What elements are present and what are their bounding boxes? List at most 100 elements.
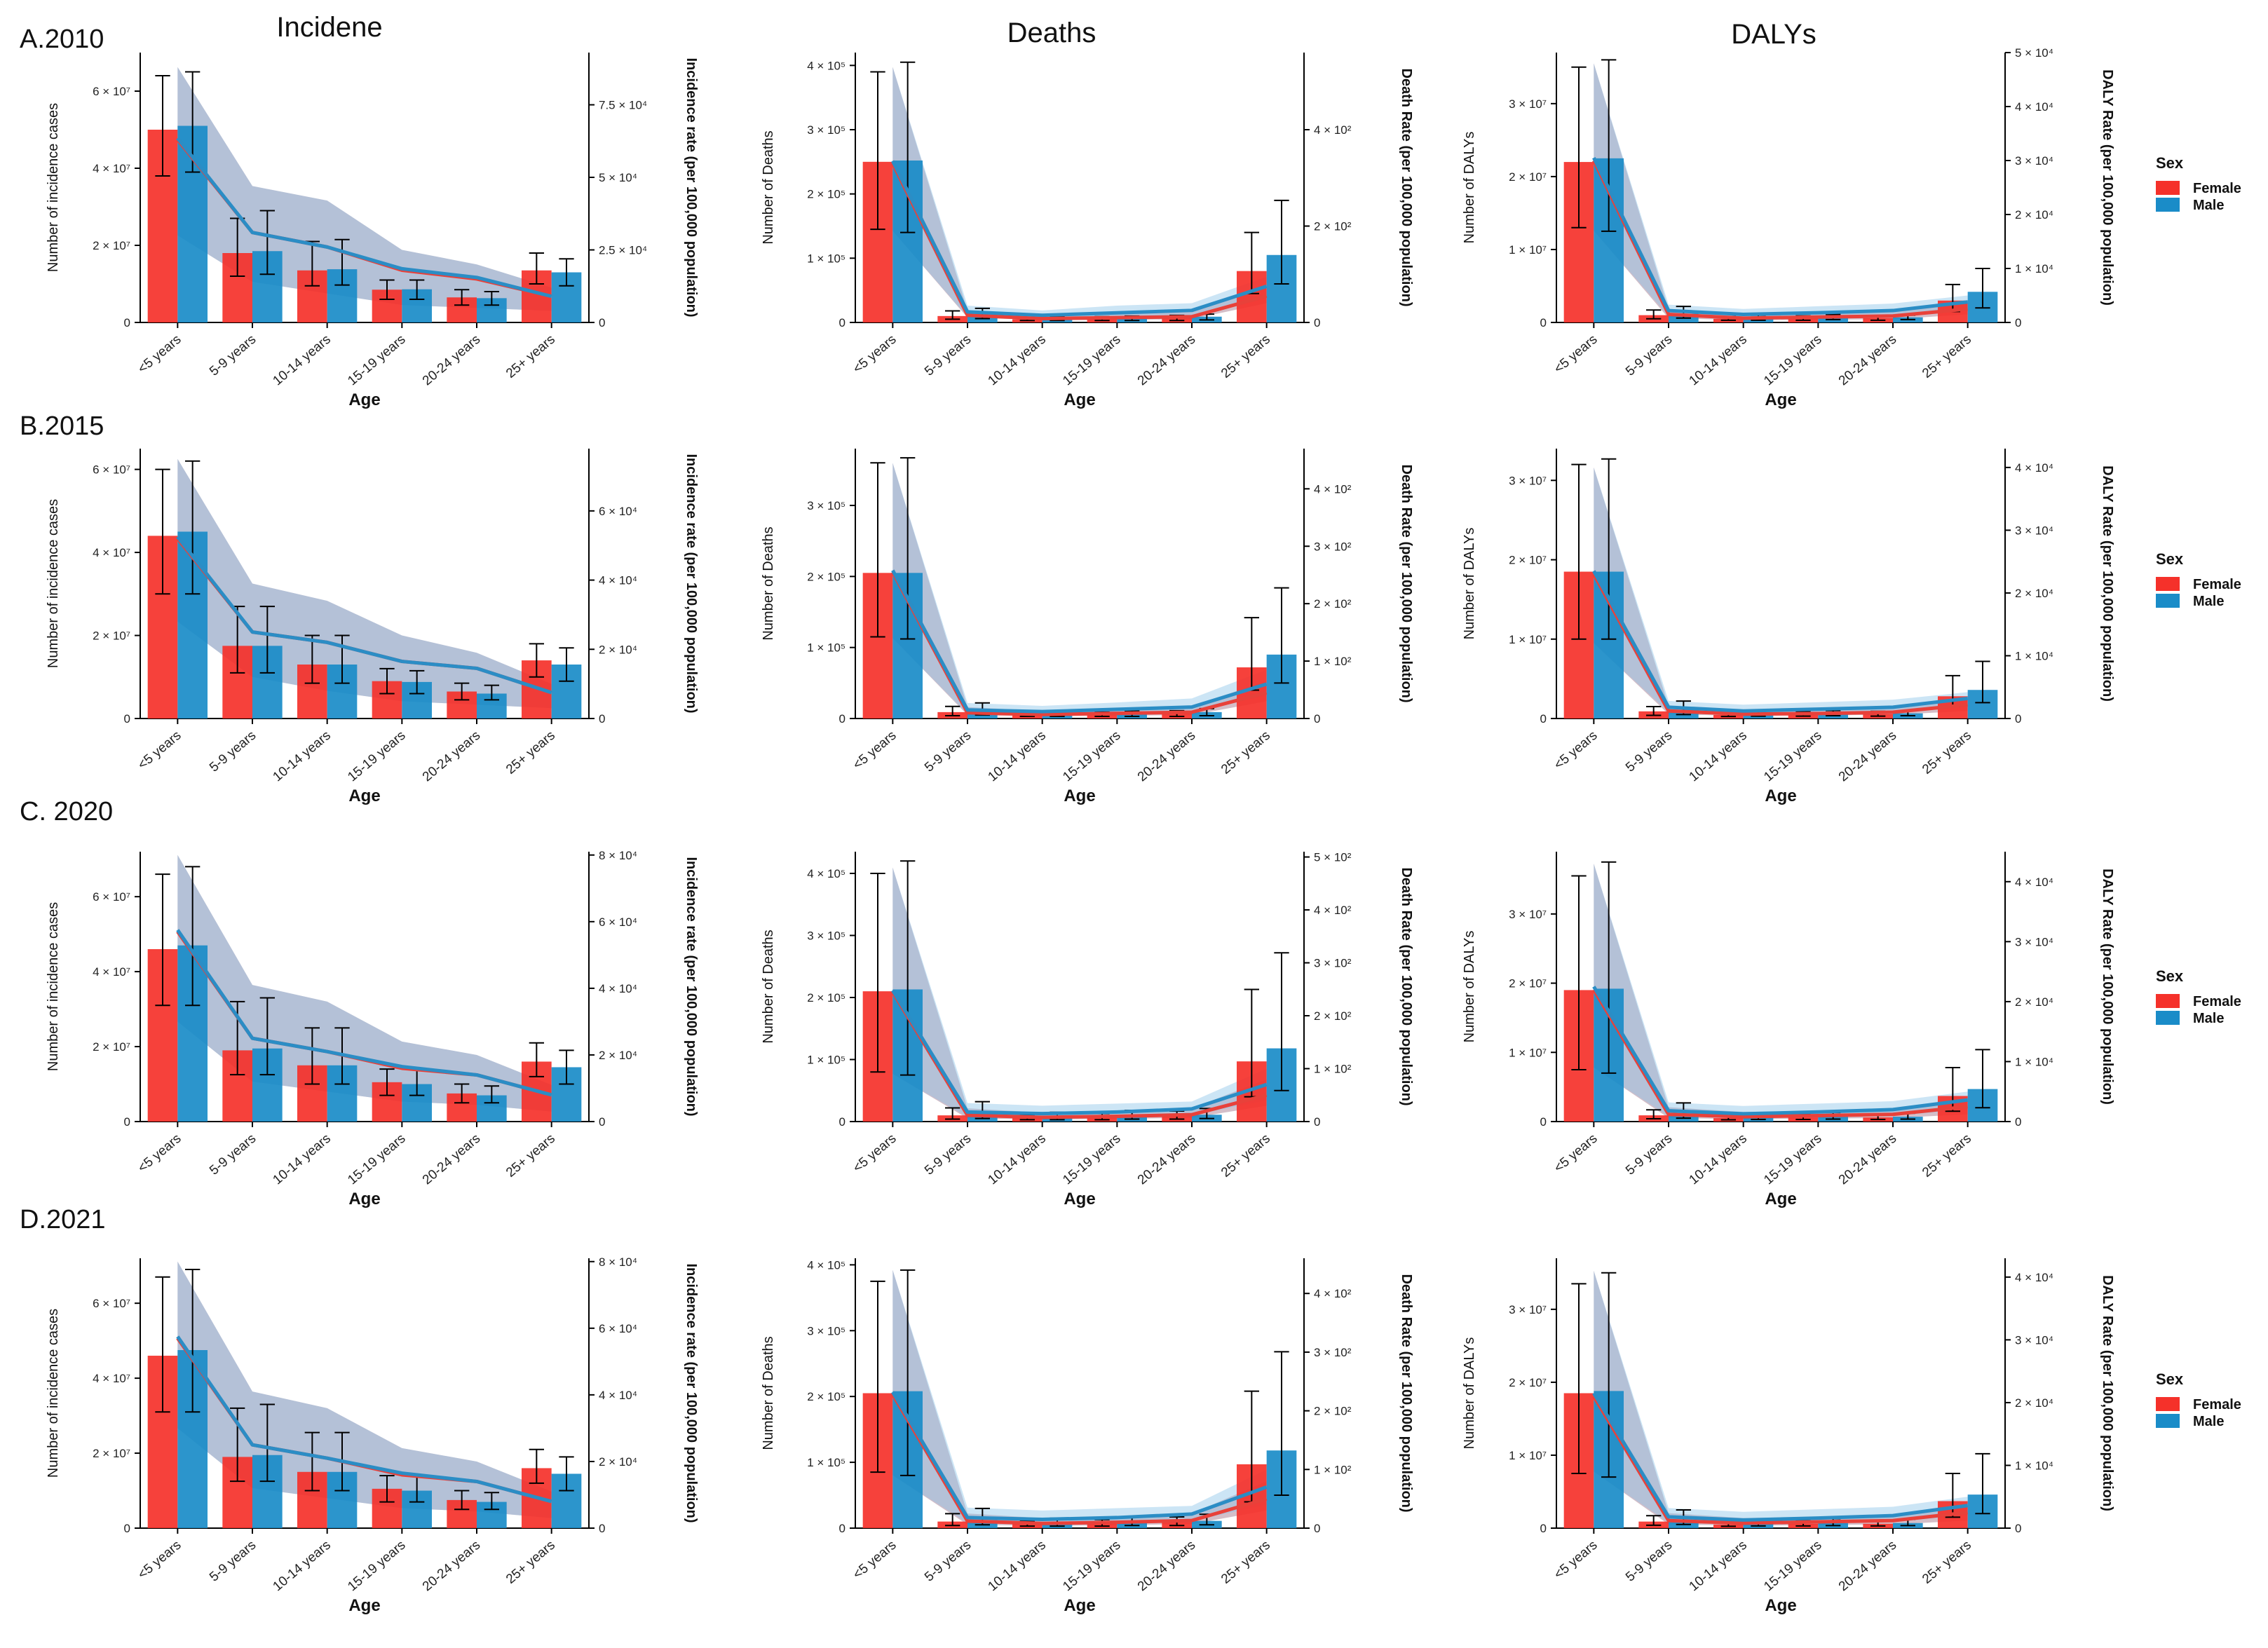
x-axis-title: Age <box>1765 786 1796 805</box>
rate-ribbon-male <box>892 1269 1267 1525</box>
x-axis-title: Age <box>1765 1190 1796 1208</box>
row-label-2010: A.2010 <box>20 25 104 54</box>
x-axis-title: Age <box>1064 1190 1095 1208</box>
right-tick-label-0: 0 <box>599 1522 605 1535</box>
rate-line-female <box>1592 573 1968 716</box>
right-tick-label-0: 0 <box>1314 1522 1320 1535</box>
right-tick-label-1: 1 × 10⁴ <box>2015 1055 2053 1068</box>
rate-line-male <box>176 1335 552 1504</box>
right-axis-title: Incidence rate (per 100,000 population) <box>684 57 699 317</box>
rate-line-male <box>1592 1392 1968 1522</box>
x-axis-title: Age <box>1765 1596 1796 1615</box>
left-tick-label-1: 2 × 10⁷ <box>93 1040 130 1054</box>
right-tick-label-4: 8 × 10⁴ <box>599 849 637 862</box>
right-tick-label-2: 2 × 10² <box>1314 1405 1352 1418</box>
legend-row-3: Sex Female Male <box>2156 1370 2241 1429</box>
left-tick-label-0: 0 <box>1540 1522 1547 1535</box>
column-title-dalys: DALYs <box>1731 19 1817 50</box>
left-tick-label-2: 2 × 10⁵ <box>807 188 846 201</box>
left-tick-label-4: 4 × 10⁵ <box>807 59 846 72</box>
right-tick-label-0: 0 <box>2015 316 2021 329</box>
rate-line-male <box>891 1391 1268 1521</box>
legend-title: Sex <box>2156 967 2184 985</box>
rate-line-male <box>1592 157 1968 316</box>
legend-swatch-female <box>2156 181 2180 195</box>
left-axis-title: Number of DALYs <box>1462 931 1477 1043</box>
left-tick-label-0: 0 <box>1540 712 1547 726</box>
left-tick-label-0: 0 <box>1540 316 1547 329</box>
left-axis-title: Number of incidence cases <box>46 499 61 668</box>
right-tick-label-2: 2 × 10⁴ <box>2015 1396 2053 1410</box>
left-tick-label-2: 2 × 10⁷ <box>1509 1376 1547 1389</box>
legend-row-0: Sex Female Male <box>2156 154 2241 213</box>
x-axis-title: Age <box>1765 390 1796 409</box>
row-label-2015: B.2015 <box>20 411 104 441</box>
x-axis-title: Age <box>1064 1596 1095 1615</box>
left-tick-label-2: 2 × 10⁵ <box>807 991 846 1005</box>
right-tick-label-3: 3 × 10⁴ <box>2015 524 2053 537</box>
rate-ribbon-male <box>892 67 1267 319</box>
left-tick-label-2: 4 × 10⁷ <box>93 965 130 979</box>
left-tick-label-2: 2 × 10⁷ <box>1509 554 1547 567</box>
legend-title: Sex <box>2156 550 2184 568</box>
right-tick-label-1: 2.5 × 10⁴ <box>599 244 647 257</box>
left-axis-title: Number of DALYs <box>1462 132 1477 244</box>
right-tick-label-2: 2 × 10⁴ <box>2015 587 2053 600</box>
right-tick-label-3: 3 × 10² <box>1314 540 1352 553</box>
right-tick-label-0: 0 <box>1314 1115 1320 1129</box>
legend-swatch-male <box>2156 198 2180 212</box>
legends-group: SexFemaleMaleSexFemaleMaleSexFemaleMaleS… <box>2156 154 2241 1429</box>
left-tick-label-3: 6 × 10⁷ <box>93 890 130 904</box>
right-tick-label-5: 5 × 10² <box>1314 851 1352 864</box>
left-tick-label-1: 1 × 10⁵ <box>807 1456 846 1469</box>
legend-row-1: Sex Female Male <box>2156 550 2241 609</box>
left-tick-label-2: 2 × 10⁵ <box>807 1390 846 1403</box>
right-tick-label-2: 5 × 10⁴ <box>599 171 637 184</box>
right-tick-label-1: 1 × 10⁴ <box>2015 649 2053 662</box>
rate-line-male <box>891 160 1268 318</box>
right-axis-title: Death Rate (per 100,000 population) <box>1399 1274 1414 1512</box>
x-axis-title: Age <box>1064 786 1095 805</box>
rate-ribbon-female <box>892 867 1267 1119</box>
left-tick-label-3: 6 × 10⁷ <box>93 85 130 98</box>
column-title-deaths: Deaths <box>1007 18 1096 48</box>
left-tick-label-0: 0 <box>124 316 130 329</box>
left-tick-label-3: 3 × 10⁷ <box>1509 1303 1547 1316</box>
legend-label-male: Male <box>2193 1414 2224 1429</box>
legend-label-female: Female <box>2193 994 2241 1009</box>
legend-swatch-female <box>2156 1397 2180 1411</box>
left-axis-title: Number of incidence cases <box>46 1309 61 1478</box>
right-tick-label-4: 4 × 10² <box>1314 904 1352 917</box>
left-axis-title: Number of DALYs <box>1462 528 1477 640</box>
right-axis-title: DALY Rate (per 100,000 population) <box>2100 69 2115 306</box>
right-tick-label-4: 8 × 10⁴ <box>599 1255 637 1269</box>
right-tick-label-3: 3 × 10⁴ <box>2015 154 2053 168</box>
right-tick-label-1: 1 × 10⁴ <box>2015 1459 2053 1472</box>
chart-panel-r2-c0: 0 2 × 10⁷ 4 × 10⁷ 6 × 10⁷ 0 2 × 10⁴ 4 × 10⁴ 6 ×… <box>46 849 699 1208</box>
left-axis-title: Number of Deaths <box>761 1336 776 1450</box>
rate-ribbon-female <box>177 854 552 1112</box>
right-axis-title: Death Rate (per 100,000 population) <box>1399 867 1414 1105</box>
legend-title: Sex <box>2156 1370 2184 1388</box>
right-tick-label-3: 3 × 10² <box>1314 1346 1352 1359</box>
legend-label-male: Male <box>2193 594 2224 609</box>
left-tick-label-0: 0 <box>124 1115 130 1129</box>
right-tick-label-1: 1 × 10² <box>1314 1463 1352 1476</box>
left-tick-label-0: 0 <box>839 712 846 726</box>
row-label-2020: C. 2020 <box>20 797 113 826</box>
legend-swatch-male <box>2156 1414 2180 1428</box>
rate-ribbon-male <box>177 67 552 311</box>
right-axis-title: Incidence rate (per 100,000 population) <box>684 1263 699 1523</box>
right-tick-label-2: 4 × 10⁴ <box>599 982 637 995</box>
right-tick-label-0: 0 <box>1314 316 1320 329</box>
left-tick-label-3: 3 × 10⁵ <box>807 929 846 942</box>
left-axis-title: Number of incidence cases <box>46 902 61 1071</box>
left-tick-label-1: 1 × 10⁷ <box>1509 1046 1547 1059</box>
left-axis-title: Number of Deaths <box>761 929 776 1043</box>
legend-label-male: Male <box>2193 198 2224 213</box>
left-tick-label-0: 0 <box>839 316 846 329</box>
rate-line-male <box>891 989 1268 1116</box>
right-tick-label-1: 1 × 10⁴ <box>2015 262 2053 275</box>
right-tick-label-1: 2 × 10⁴ <box>599 1455 637 1469</box>
